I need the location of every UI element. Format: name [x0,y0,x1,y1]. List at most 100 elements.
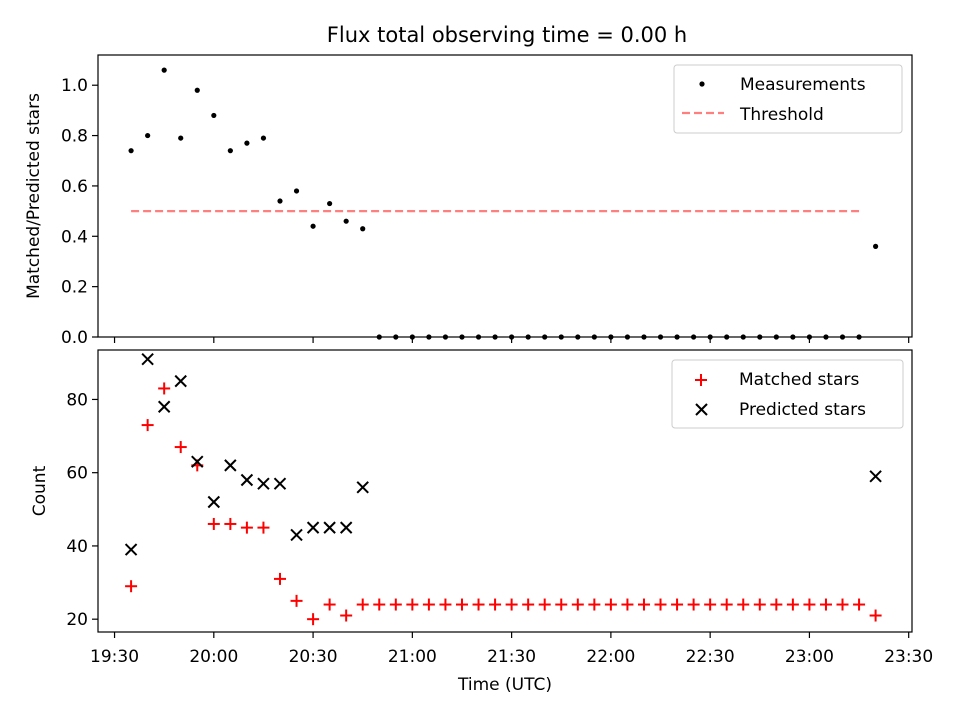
bottom-panel-xlabel: Time (UTC) [457,675,552,695]
matched-star-point [819,598,832,611]
matched-star-point [737,598,750,611]
predicted-star-point [273,477,287,490]
matched-star-point [489,598,502,611]
predicted-star-point [339,521,353,534]
legend-predicted-marker [695,403,708,416]
matched-star-point [637,598,650,611]
matched-star-point [588,598,601,611]
matched-star-point [836,598,849,611]
legend-measurement-marker [699,81,705,87]
matched-star-point [704,598,717,611]
legend-matched-marker [695,374,707,386]
matched-star-point [853,598,866,611]
measurement-point [211,112,217,119]
bottom-panel-ticks: 20 40 60 80 19:30 20:00 20:30 21:00 21:30 22:00 22… [66,390,933,667]
matched-star-point [174,441,187,454]
matched-star-point [720,598,733,611]
matched-star-point [290,594,303,607]
predicted-star-point [323,521,336,534]
bottom-panel-ylabel: Count [30,465,50,516]
measurement-point [293,188,300,194]
matched-star-point [522,598,535,611]
measurement-point [128,148,134,154]
top-panel-ylabel: Matched/Predicted stars [24,93,44,299]
matched-star-point [406,598,419,611]
matched-star-point [621,598,634,611]
bottom-panel: 20 40 60 80 19:30 20:00 20:30 21:00 21:30 22:00 22… [30,349,933,695]
measurement-point [194,87,200,93]
bottom-xtick-label: 23:30 [884,647,933,667]
bottom-xtick-label: 20:00 [189,647,238,667]
bottom-xtick-label: 20:30 [289,647,338,667]
predicted-star-point [240,473,254,487]
measurement-point [227,148,233,154]
top-ytick-label: 0.4 [61,227,88,247]
matched-star-point [307,613,320,626]
legend-predicted-label: Predicted stars [739,400,866,420]
bottom-panel-frame [97,349,913,633]
matched-star-point [770,598,783,611]
predicted-star-point [306,521,320,534]
matched-star-point [555,598,568,611]
bottom-xtick-label: 21:30 [487,647,536,667]
matched-star-point [389,598,402,611]
measurement-point [310,223,316,229]
bottom-ytick-label: 60 [66,464,88,484]
measurement-point [873,243,879,249]
measurement-point [277,198,283,204]
matched-star-point [505,598,518,611]
bottom-xtick-label: 23:00 [785,647,834,667]
top-ytick-label: 0.6 [61,177,88,197]
top-ytick-label: 1.0 [61,76,88,96]
predicted-star-point [207,495,221,509]
matched-star-point [373,598,386,611]
matched-star-point [356,598,369,611]
bottom-xtick-label: 19:30 [90,647,139,667]
matched-star-point [786,598,799,611]
top-ytick-label: 0.8 [61,127,88,147]
bottom-ytick-label: 80 [66,390,88,410]
measurement-point [343,218,349,224]
top-panel-frame [97,54,913,338]
top-panel: 0.0 0.2 0.4 0.6 0.8 1.0 Matched/Predicted sta… [24,54,913,348]
predicted-star-point [141,352,154,366]
bottom-ytick-label: 40 [66,537,88,557]
matched-star-point [207,517,220,530]
matched-star-point [571,598,584,611]
predicted-star-point [290,528,303,542]
matched-star-point [753,598,766,611]
predicted-star-point [356,481,369,494]
measurement-point [145,132,151,139]
matched-star-point [273,572,286,585]
matched-star-point [538,598,551,611]
legend-measurements-label: Measurements [740,75,866,95]
bottom-xtick-label: 22:30 [686,647,735,667]
matched-star-point [654,598,667,611]
matched-star-point [671,598,684,611]
top-legend: Measurements Threshold [673,64,903,134]
matched-star-point [869,609,882,622]
bottom-xtick-label: 21:00 [388,647,437,667]
matched-star-point [604,598,617,611]
chart-title: Flux total observing time = 0.00 h [327,23,687,47]
legend-matched-label: Matched stars [739,370,859,390]
matched-star-point [687,598,700,611]
measurement-point [260,135,267,141]
top-panel-ticks: 0.0 0.2 0.4 0.6 0.8 1.0 [61,76,910,348]
predicted-star-point [174,374,187,388]
matched-star-point [323,598,336,611]
top-ytick-label: 0.2 [61,278,88,298]
measurement-point [161,67,167,73]
matched-star-point [240,521,253,534]
measurement-point [360,226,366,232]
measurement-point [178,135,184,141]
measurement-point [244,140,250,146]
bottom-legend: Matched stars Predicted stars [671,359,904,429]
matched-star-point [158,382,171,395]
predicted-star-point [191,455,204,468]
matched-star-point [455,598,468,611]
matched-star-point [472,598,485,611]
measurement-point [327,200,333,207]
bottom-xtick-label: 22:00 [586,647,635,667]
